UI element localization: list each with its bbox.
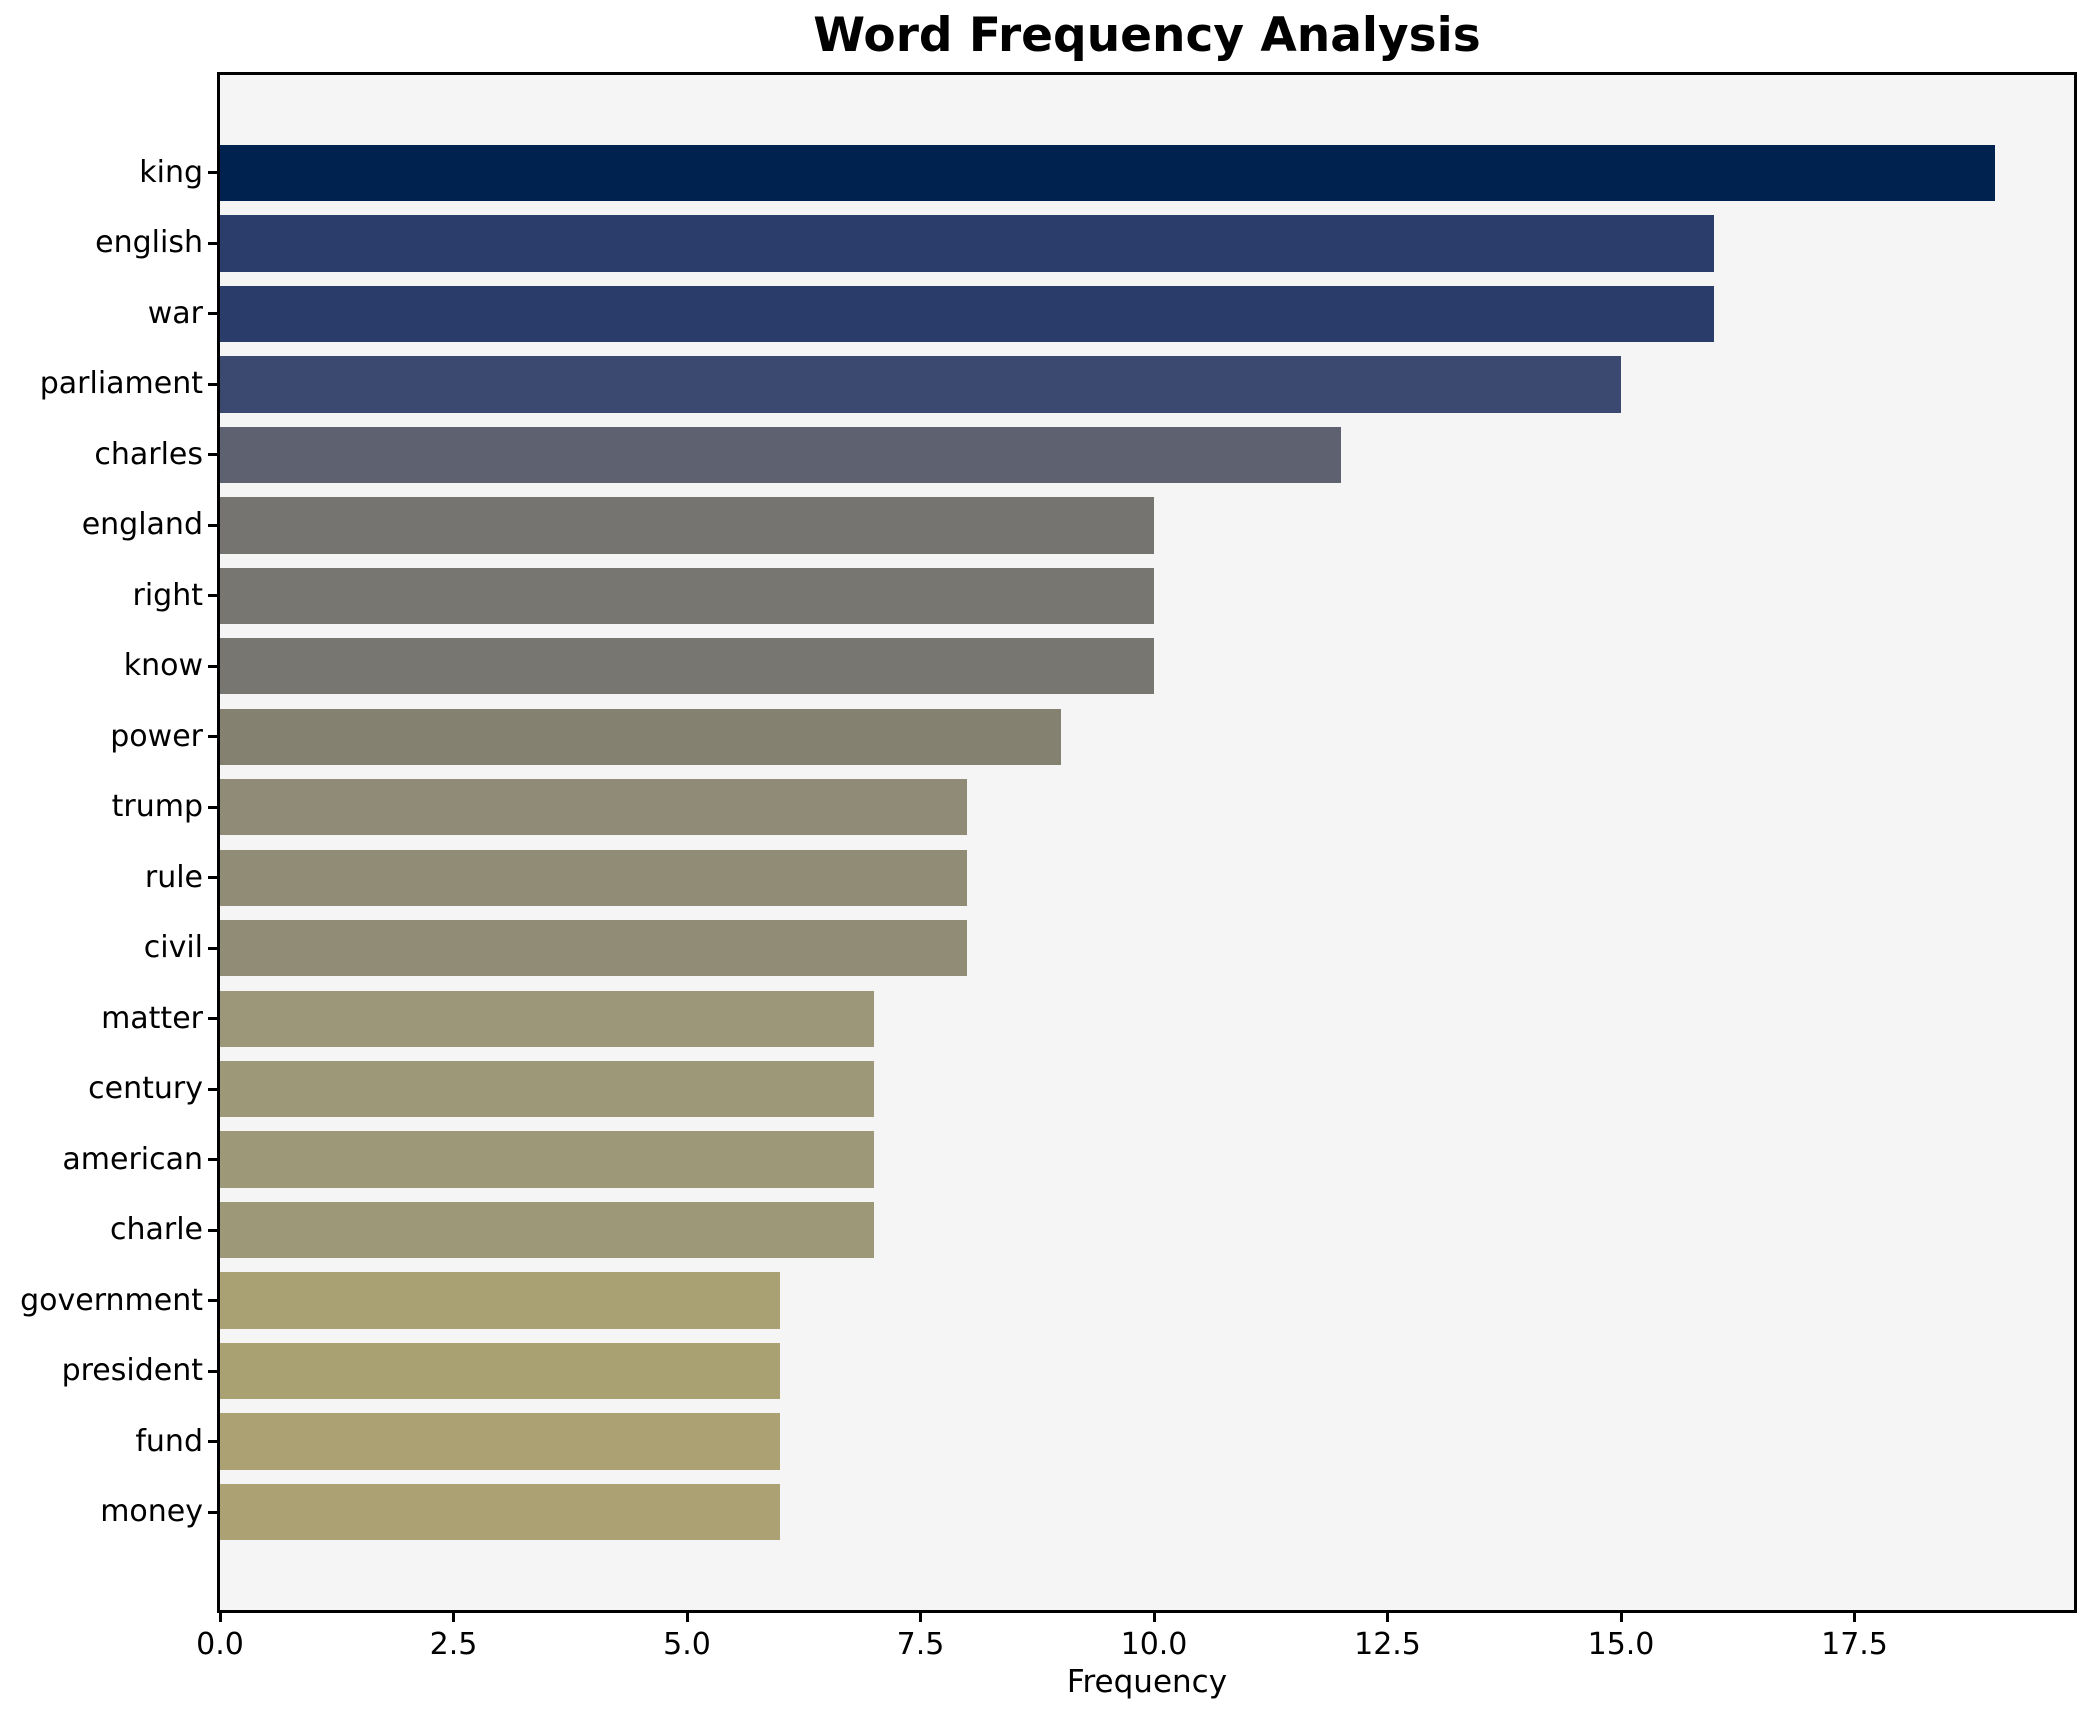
x-tick-label: 15.0 [1587, 1627, 1655, 1662]
y-label-english: english [95, 225, 203, 261]
bar-trump [220, 779, 968, 836]
x-tick-label: 10.0 [1120, 1627, 1188, 1662]
y-label-president: president [61, 1353, 203, 1389]
y-tick [208, 664, 217, 668]
x-tick [1152, 1613, 1156, 1622]
bar-right [220, 567, 1154, 624]
y-tick [208, 1299, 217, 1303]
y-tick [208, 1087, 217, 1091]
y-label-know: know [123, 648, 203, 684]
bar-england [220, 497, 1154, 554]
y-tick [208, 735, 217, 739]
y-tick [208, 1158, 217, 1162]
bar-english [220, 215, 1715, 272]
y-tick [208, 1228, 217, 1232]
y-label-trump: trump [111, 789, 203, 825]
bar-king [220, 144, 1995, 202]
x-tick-label: 5.0 [663, 1627, 711, 1662]
y-tick [208, 1440, 217, 1444]
y-tick [208, 1510, 217, 1514]
y-label-matter: matter [101, 1000, 203, 1036]
x-tick-label: 2.5 [429, 1627, 478, 1662]
y-label-right: right [132, 577, 204, 613]
x-tick-label: 12.5 [1354, 1627, 1421, 1662]
bar-government [220, 1272, 781, 1329]
bar-charle [220, 1201, 874, 1259]
bar-know [220, 638, 1154, 695]
x-tick [1853, 1613, 1856, 1622]
y-tick [208, 876, 217, 880]
y-label-american: american [62, 1141, 203, 1177]
x-tick-label: 17.5 [1821, 1627, 1888, 1662]
y-label-government: government [20, 1282, 203, 1318]
bar-money [220, 1483, 781, 1541]
y-tick [208, 453, 217, 457]
y-label-money: money [100, 1494, 203, 1530]
y-tick [208, 382, 217, 386]
bar-rule [220, 849, 968, 906]
y-label-charles: charles [94, 436, 203, 472]
x-axis-title: Frequency [1066, 1664, 1228, 1700]
x-tick [685, 1613, 689, 1622]
y-label-charle: charle [109, 1212, 203, 1248]
x-tick [218, 1613, 222, 1622]
y-label-fund: fund [135, 1423, 203, 1459]
bar-american [220, 1131, 874, 1188]
x-tick [452, 1613, 455, 1622]
y-tick [208, 805, 217, 809]
chart-title: Word Frequency Analysis [813, 8, 1481, 63]
y-tick [208, 523, 217, 527]
bar-civil [220, 920, 968, 977]
bar-charles [220, 426, 1341, 484]
y-tick [208, 594, 217, 598]
y-tick [208, 241, 217, 245]
y-label-england: england [81, 507, 203, 543]
y-tick [208, 171, 217, 175]
y-tick [208, 312, 217, 316]
plot-area [217, 72, 2077, 1613]
y-tick [208, 1017, 217, 1021]
y-label-rule: rule [144, 859, 203, 895]
x-tick-label: 0.0 [196, 1627, 244, 1662]
y-label-century: century [88, 1071, 203, 1107]
bar-fund [220, 1413, 781, 1470]
y-label-war: war [147, 295, 203, 331]
y-label-civil: civil [143, 930, 203, 966]
x-tick-label: 7.5 [896, 1627, 945, 1662]
y-tick [208, 946, 217, 950]
x-tick [1619, 1613, 1623, 1622]
y-label-parliament: parliament [39, 366, 203, 402]
bar-president [220, 1342, 781, 1400]
y-label-power: power [110, 718, 203, 754]
y-label-king: king [139, 154, 203, 190]
x-tick [1386, 1613, 1389, 1622]
bar-war [220, 285, 1715, 343]
x-tick [919, 1613, 922, 1622]
bar-parliament [220, 356, 1621, 413]
bar-century [220, 1060, 874, 1118]
bar-matter [220, 990, 874, 1047]
bar-power [220, 708, 1061, 765]
y-tick [208, 1369, 217, 1373]
